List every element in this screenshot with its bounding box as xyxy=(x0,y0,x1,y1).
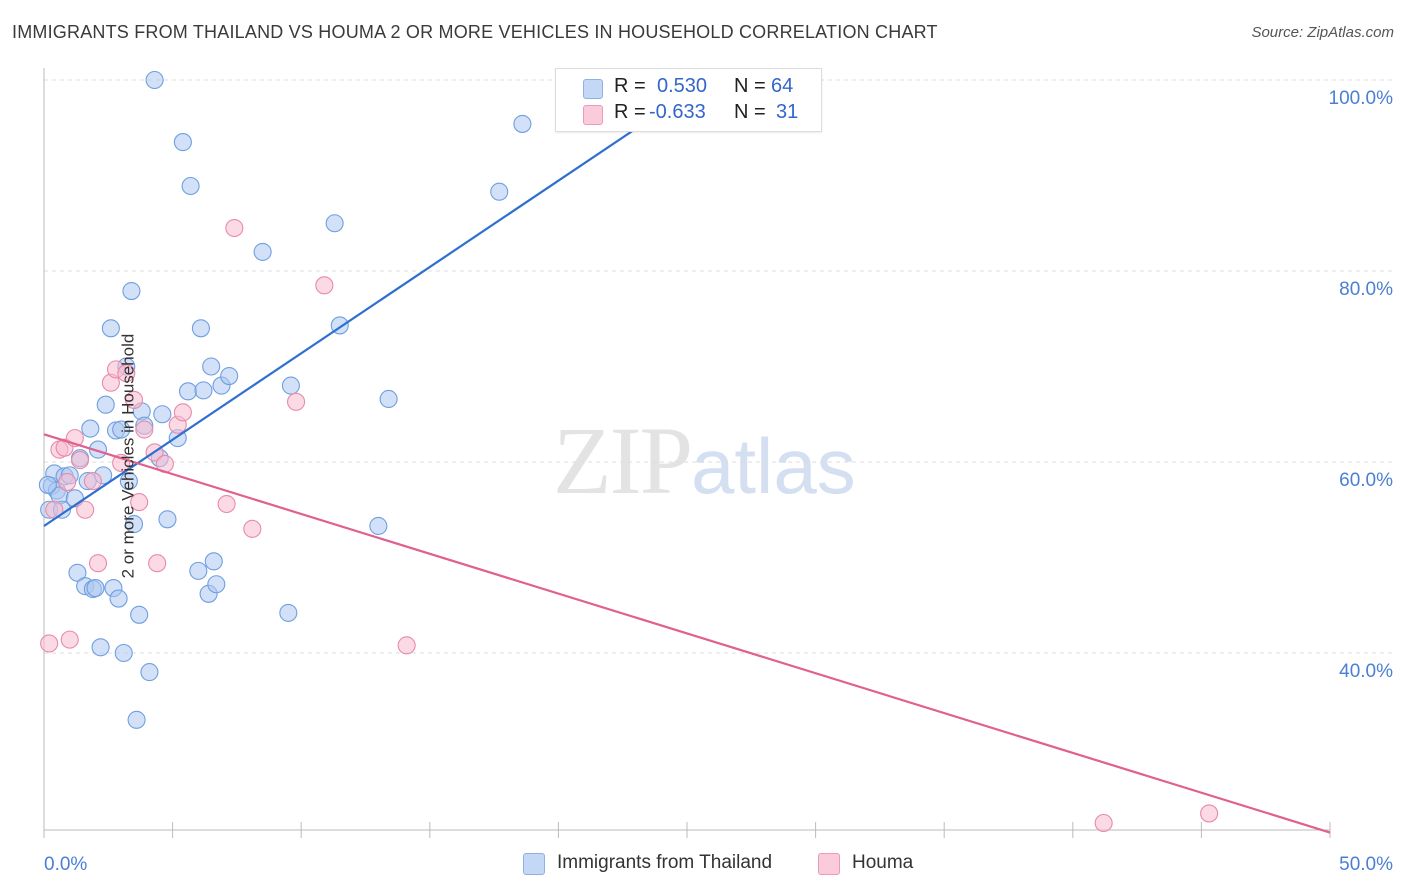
legend-swatch-houma xyxy=(583,105,603,125)
data-point xyxy=(173,403,192,422)
grid-lines xyxy=(44,79,1392,654)
axes xyxy=(43,68,1331,838)
y-tick-label: 60.0% xyxy=(1339,470,1393,491)
data-point xyxy=(225,218,244,238)
watermark-atlas: atlas xyxy=(691,422,856,510)
data-point xyxy=(207,575,226,594)
data-point xyxy=(58,473,77,492)
data-point xyxy=(153,405,172,424)
data-point xyxy=(76,500,95,519)
watermark-zip: ZIP xyxy=(553,407,693,514)
data-point xyxy=(91,638,110,657)
data-point xyxy=(217,494,236,514)
data-point xyxy=(68,563,87,582)
data-point xyxy=(181,176,200,196)
data-point xyxy=(191,319,210,338)
data-point xyxy=(287,392,306,411)
trend-lines xyxy=(43,93,1331,834)
data-point xyxy=(490,182,509,201)
data-point xyxy=(202,357,221,376)
data-point xyxy=(173,133,192,152)
data-point xyxy=(145,70,164,90)
data-point xyxy=(1094,813,1113,833)
series-label-thailand: Immigrants from Thailand xyxy=(557,852,773,873)
y-axis-label: 2 or more Vehicles in Household xyxy=(118,333,138,579)
data-point xyxy=(140,663,159,682)
legend-r-value: 0.530 xyxy=(657,75,708,97)
data-point xyxy=(1200,804,1219,823)
stats-legend: R = 0.530 N = 64 R = -0.633 N = 31 xyxy=(555,68,822,132)
data-point xyxy=(325,214,344,233)
series-swatch-thailand xyxy=(523,853,545,875)
series-points-houma xyxy=(40,218,1219,833)
legend-swatch-thailand xyxy=(583,79,603,99)
data-point xyxy=(88,554,108,573)
x-tick-label: 0.0% xyxy=(44,854,87,875)
legend-r-value: -0.633 xyxy=(649,101,706,123)
trend-line-houma xyxy=(43,433,1331,834)
data-point xyxy=(119,472,138,491)
data-point xyxy=(513,114,532,133)
tick-labels: 40.0% 60.0% 80.0% 100.0% 0.0% 50.0% xyxy=(44,88,1393,875)
x-tick-label: 50.0% xyxy=(1339,854,1393,875)
data-point xyxy=(178,382,198,401)
chart-title: IMMIGRANTS FROM THAILAND VS HOUMA 2 OR M… xyxy=(12,22,938,42)
data-point xyxy=(86,579,105,598)
data-point xyxy=(189,561,208,580)
data-point xyxy=(397,636,416,655)
data-point xyxy=(101,319,120,338)
data-point xyxy=(81,419,100,438)
trend-line-thailand xyxy=(43,93,688,527)
data-point xyxy=(379,389,398,409)
data-point xyxy=(315,276,334,295)
series-label-houma: Houma xyxy=(852,852,914,873)
data-point xyxy=(38,475,57,494)
data-point xyxy=(253,242,272,261)
data-point xyxy=(114,643,133,663)
legend-n-value: 64 xyxy=(771,75,794,97)
source-label: Source: ZipAtlas.com xyxy=(1251,24,1394,41)
data-point xyxy=(135,420,154,439)
legend-row-houma: R = -0.633 N = 31 xyxy=(556,101,821,127)
data-point xyxy=(88,440,108,459)
data-point xyxy=(40,634,59,653)
y-tick-label: 40.0% xyxy=(1339,661,1393,682)
data-point xyxy=(148,554,167,573)
data-point xyxy=(83,472,102,491)
data-point xyxy=(130,493,149,512)
legend-n-label: N = xyxy=(734,75,766,97)
data-point xyxy=(112,420,131,439)
data-point xyxy=(109,589,128,608)
legend-n-value: 31 xyxy=(776,101,799,123)
data-point xyxy=(369,516,388,536)
data-point xyxy=(70,451,90,470)
legend-row-thailand: R = 0.530 N = 64 xyxy=(556,75,821,101)
data-point xyxy=(158,510,177,529)
legend-r-label: R = xyxy=(614,75,646,97)
data-point xyxy=(130,605,149,624)
y-tick-label: 100.0% xyxy=(1329,88,1394,109)
watermark: ZIPatlas xyxy=(553,405,856,516)
data-point xyxy=(281,376,300,395)
legend-n-label: N = xyxy=(734,101,766,123)
data-point xyxy=(124,390,144,409)
data-points xyxy=(38,70,1219,833)
data-point xyxy=(60,630,79,649)
y-tick-label: 80.0% xyxy=(1339,279,1393,300)
data-point xyxy=(127,710,146,729)
data-point xyxy=(194,381,213,400)
series-swatch-houma xyxy=(818,853,840,875)
data-point xyxy=(124,515,144,534)
data-point xyxy=(279,603,298,622)
data-point xyxy=(243,519,262,538)
data-point xyxy=(220,366,239,386)
data-point xyxy=(96,395,115,414)
legend-r-label: R = xyxy=(614,101,646,123)
data-point xyxy=(122,282,141,301)
data-point xyxy=(204,552,223,571)
series-points-thailand xyxy=(38,70,684,729)
data-point xyxy=(117,364,136,383)
